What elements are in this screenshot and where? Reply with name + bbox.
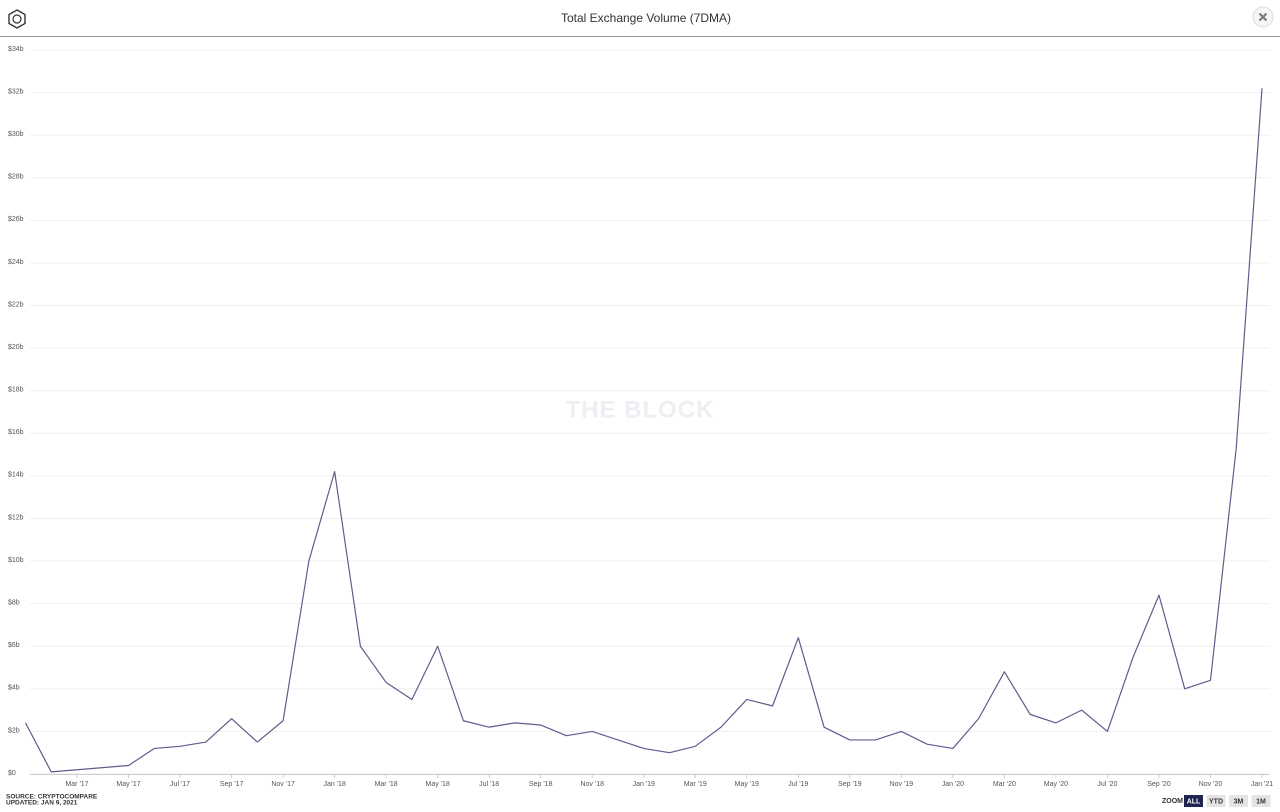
x-tick-label: Sep '19 <box>838 781 862 788</box>
zoom-button-bg <box>1184 795 1203 807</box>
x-tick-label: May '19 <box>735 781 759 788</box>
y-tick-label: $8b <box>8 599 20 606</box>
x-tick-label: Nov '19 <box>890 781 914 788</box>
zoom-button-bg <box>1251 795 1271 807</box>
y-tick-label: $32b <box>8 88 24 95</box>
source: SOURCE: CRYPTOCOMPARE <box>6 794 98 801</box>
x-tick-label: Jul '18 <box>479 781 499 788</box>
y-tick-label: $6b <box>8 642 20 649</box>
x-tick-label: Sep '20 <box>1147 781 1171 788</box>
y-tick-label: $22b <box>8 301 24 308</box>
y-tick-label: $24b <box>8 259 24 266</box>
x-tick-label: Mar '18 <box>375 781 398 788</box>
zoom-button-label: YTD <box>1209 798 1223 805</box>
zoom-button[interactable]: 1M <box>1251 795 1271 807</box>
zoom-button-bg <box>1206 795 1226 807</box>
zoom-button-label: 3M <box>1234 798 1244 805</box>
y-tick-label: $28b <box>8 174 24 181</box>
logo-inner <box>12 14 22 24</box>
x-tick-label: Nov '20 <box>1199 781 1223 788</box>
zoom-button[interactable]: ALL <box>1184 795 1203 807</box>
watermark: THE BLOCK <box>566 396 715 423</box>
x-tick-label: Jan '20 <box>942 781 964 788</box>
y-tick-label: $2b <box>8 727 20 734</box>
x-tick-label: Sep '17 <box>220 781 244 788</box>
zoom-button-label: 1M <box>1256 798 1266 805</box>
zoom-button-bg <box>1229 795 1248 807</box>
y-tick-label: $30b <box>8 131 24 138</box>
y-tick-label: $12b <box>8 514 24 521</box>
x-tick-label: Jan '18 <box>323 781 345 788</box>
y-tick-label: $4b <box>8 685 20 692</box>
logo[interactable] <box>8 9 26 29</box>
y-tick-label: $26b <box>8 216 24 223</box>
x-tick-label: Jul '20 <box>1097 781 1117 788</box>
x-tick-label: Nov '18 <box>580 781 604 788</box>
zoom-label: ZOOM <box>1162 798 1183 805</box>
logo-outline <box>8 9 26 29</box>
zoom-button[interactable]: 3M <box>1229 795 1248 807</box>
close-icon <box>1258 12 1268 22</box>
x-tick-label: Jan '19 <box>633 781 655 788</box>
x-tick-label: Nov '17 <box>271 781 295 788</box>
x-tick-label: Sep '18 <box>529 781 553 788</box>
x-tick-label: Jan '21 <box>1251 781 1273 788</box>
y-tick-label: $18b <box>8 387 24 394</box>
x-tick-label: May '17 <box>116 781 140 788</box>
y-tick-label: $14b <box>8 472 24 479</box>
zoom-button[interactable]: YTD <box>1206 795 1226 807</box>
y-tick-label: $20b <box>8 344 24 351</box>
y-tick-label: $16b <box>8 429 24 436</box>
x-tick-label: Mar '20 <box>993 781 1016 788</box>
x-tick-label: May '18 <box>426 781 450 788</box>
x-tick-label: May '20 <box>1044 781 1068 788</box>
close-button[interactable] <box>1252 6 1274 28</box>
chart-title: Total Exchange Volume (7DMA) <box>561 11 731 25</box>
x-tick-label: Jul '17 <box>170 781 190 788</box>
x-tick-label: Mar '17 <box>65 781 88 788</box>
y-tick-label: $34b <box>8 46 24 53</box>
x-tick-label: Jul '19 <box>788 781 808 788</box>
y-tick-label: $0 <box>8 770 16 777</box>
x-tick-label: Mar '19 <box>684 781 707 788</box>
updated: UPDATED: JAN 9, 2021 <box>6 800 78 807</box>
y-tick-label: $10b <box>8 557 24 564</box>
zoom-button-label: ALL <box>1187 798 1201 805</box>
series-line <box>24 88 1263 773</box>
